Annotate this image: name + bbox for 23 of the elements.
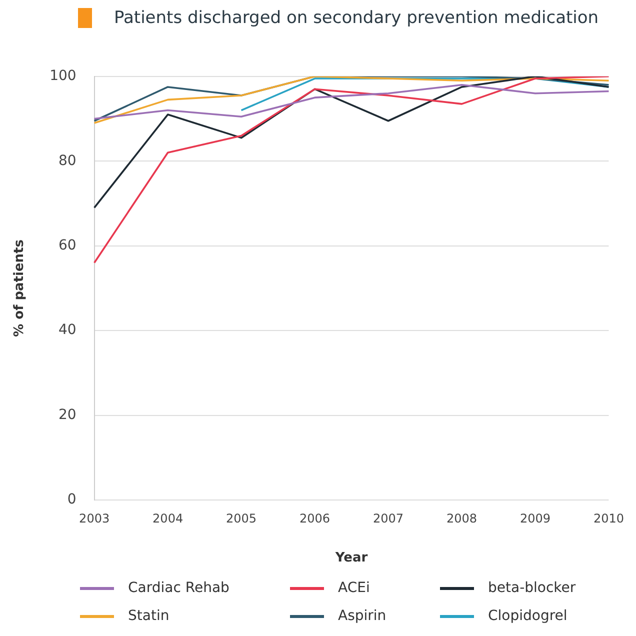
x-tick-label: 2010 [593,511,624,526]
y-tick-label: 60 [58,237,76,254]
x-axis-title: Year [334,550,368,566]
x-tick-label: 2005 [226,511,257,526]
legend-label: ACEi [338,580,370,596]
legend-label: Statin [128,608,170,624]
x-tick-label: 2007 [372,511,404,526]
chart-title: Patients discharged on secondary prevention medication [114,8,599,28]
y-tick-label: 20 [58,406,76,423]
legend-label: Clopidogrel [488,608,568,624]
y-tick-label: 80 [58,152,76,169]
y-tick-label: 0 [67,492,76,508]
y-axis-title: % of patients [12,239,28,337]
x-tick-label: 2003 [79,511,110,526]
x-tick-label: 2004 [152,511,184,526]
y-tick-label: 40 [58,322,76,338]
legend-label: Cardiac Rehab [128,580,230,596]
legend-label: beta-blocker [488,580,576,596]
x-tick-label: 2009 [520,511,551,526]
x-tick-label: 2008 [446,511,478,526]
x-tick-label: 2006 [300,511,330,526]
y-tick-label: 100 [50,68,76,84]
legend-label: Aspirin [338,608,386,624]
